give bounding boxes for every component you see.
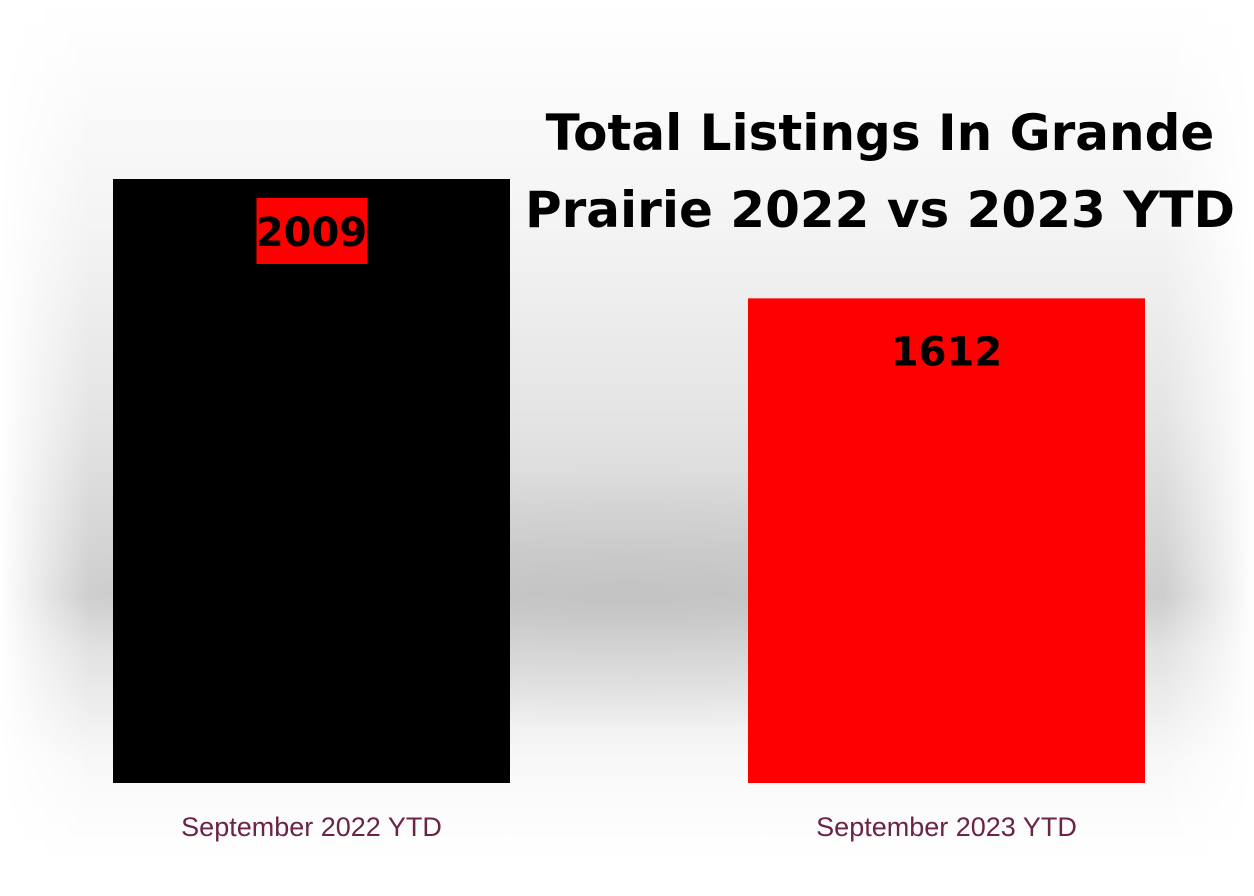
value-labels: 2009 1612 — [256, 198, 1002, 375]
bars — [113, 179, 1145, 783]
bar-1 — [113, 179, 510, 783]
x-tick-label-1: September 2022 YTD — [181, 812, 442, 842]
x-axis-tick-labels: September 2022 YTD September 2023 YTD — [181, 812, 1077, 842]
bar-2 — [748, 298, 1145, 783]
chart-title: Total Listings In Grande Prairie 2022 vs… — [525, 104, 1235, 239]
chart-title-line-1: Total Listings In Grande — [546, 104, 1215, 162]
value-label-2: 1612 — [891, 329, 1002, 375]
x-tick-label-2: September 2023 YTD — [816, 812, 1077, 842]
chart-title-line-2: Prairie 2022 vs 2023 YTD — [525, 181, 1235, 239]
value-label-background-1 — [256, 198, 368, 264]
value-label-1: 2009 — [256, 210, 367, 256]
